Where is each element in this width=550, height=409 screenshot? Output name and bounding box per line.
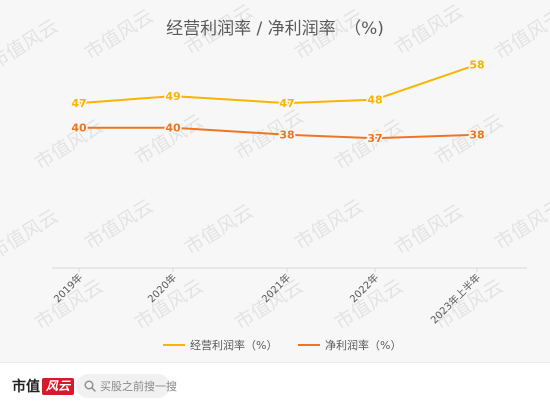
- brand-name: 市值: [12, 379, 40, 395]
- watermark-text: 市值风云: [181, 200, 257, 259]
- data-label: 38: [279, 129, 294, 142]
- data-label: 37: [367, 132, 382, 145]
- brand-logo[interactable]: 市值 风云: [12, 376, 75, 396]
- watermark-text: 市值风云: [81, 5, 157, 64]
- series-line-2: [79, 126, 478, 140]
- series-line-1: [78, 63, 478, 105]
- search-icon: [84, 380, 96, 392]
- data-label: 38: [469, 129, 484, 142]
- chart-legend: 经营利润率（%） 净利润率（%）: [163, 338, 401, 352]
- data-label: 49: [165, 90, 180, 103]
- data-label: 47: [279, 97, 294, 110]
- legend-label: 净利润率（%）: [325, 338, 401, 352]
- data-label: 40: [71, 122, 87, 135]
- chart-title: 经营利润率 / 净利润率 （%): [166, 19, 384, 39]
- watermark-text: 市值风云: [0, 205, 62, 264]
- watermark-text: 市值风云: [491, 195, 550, 254]
- search-placeholder: 买股之前搜一搜: [100, 380, 177, 393]
- watermark-text: 市值风云: [391, 200, 467, 259]
- watermark-text: 市值风云: [231, 275, 307, 334]
- watermark-text: 市值风云: [291, 195, 367, 254]
- bottom-bar: 市值 风云 买股之前搜一搜: [0, 362, 550, 409]
- watermark-text: 市值风云: [0, 15, 62, 74]
- data-label: 48: [367, 94, 382, 107]
- watermark-text: 市值风云: [491, 5, 550, 64]
- data-label: 47: [71, 97, 86, 110]
- watermark-text: 市值风云: [81, 195, 157, 254]
- brand-badge: 风云: [42, 377, 75, 395]
- legend-label: 经营利润率（%）: [190, 338, 277, 352]
- series-layer: 47 49 47 48 58 40 40 38 37 38: [70, 57, 486, 147]
- chart-panel: 市值风云 市值风云 市值风云 市值风云 市值风云 市值风云 市值风云 市值风云 市值风云 市值风云…: [0, 0, 550, 352]
- data-label: 40: [165, 122, 181, 135]
- search-input[interactable]: 买股之前搜一搜: [76, 374, 177, 398]
- data-label: 58: [469, 59, 484, 72]
- watermark-text: 市值风云: [31, 115, 107, 174]
- watermark-text: 市值风云: [131, 110, 207, 169]
- watermark-text: 市值风云: [391, 0, 467, 59]
